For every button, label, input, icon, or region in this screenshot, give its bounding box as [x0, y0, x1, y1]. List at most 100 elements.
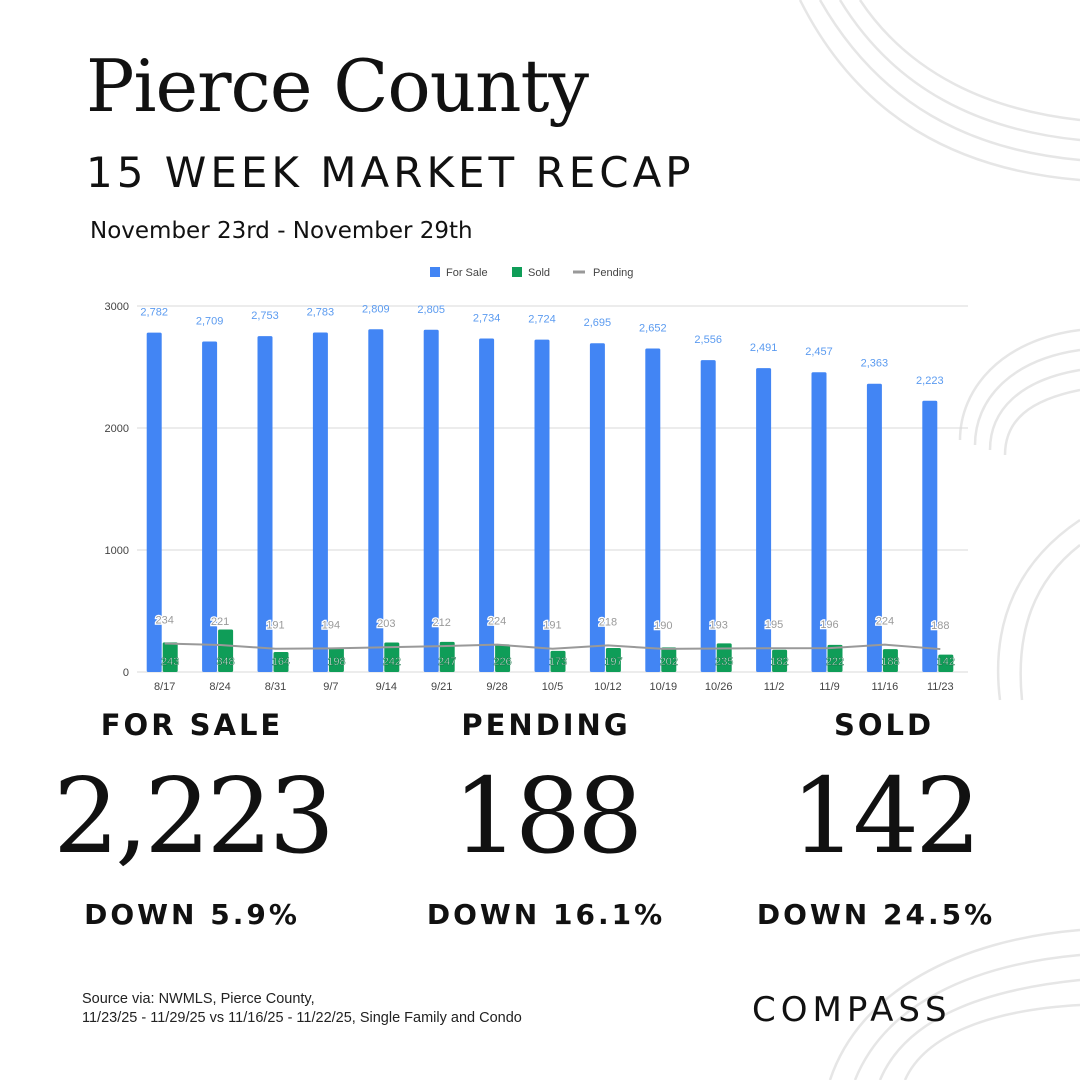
bar-for-sale: [589, 343, 605, 672]
data-label-sold: 222: [826, 656, 844, 668]
data-label-sold: 226: [493, 656, 511, 668]
for-sale-change: DOWN 5.9%: [84, 898, 300, 931]
pending-label: PENDING: [461, 708, 631, 742]
data-label-sold: 198: [327, 656, 345, 668]
data-label-for-sale: 2,782: [140, 307, 168, 319]
line-pending: [164, 642, 941, 651]
bar-for-sale: [811, 372, 827, 672]
data-label-for-sale: 2,734: [473, 312, 501, 324]
data-label-for-sale: 2,805: [417, 304, 445, 316]
for-sale-value: 2,223: [53, 755, 335, 877]
bar-for-sale: [202, 341, 218, 672]
page-title: Pierce County: [86, 44, 589, 128]
bar-sold: [605, 647, 621, 672]
bar-sold: [384, 642, 400, 672]
y-tick-label: 3000: [105, 301, 129, 313]
x-tick-label: 10/26: [705, 681, 733, 693]
page-subtitle: 15 WEEK MARKET RECAP: [86, 148, 695, 197]
x-tick-label: 8/31: [265, 681, 286, 693]
bar-sold: [218, 629, 234, 672]
x-tick-label: 9/7: [323, 681, 338, 693]
legend-swatch: [430, 267, 440, 277]
sold-change: DOWN 24.5%: [756, 898, 996, 931]
data-label-sold: 247: [438, 656, 456, 668]
bar-for-sale: [534, 339, 550, 672]
market-chart: 0 1000 2000 3000 For Sale Sold Pending 2,782 243…: [105, 267, 968, 693]
data-label-for-sale: 2,223: [916, 375, 944, 387]
bar-sold: [328, 647, 344, 672]
source-line-1: Source via: NWMLS, Pierce County,: [82, 991, 315, 1007]
x-tick-label: 11/16: [872, 681, 899, 693]
y-tick-label: 0: [123, 667, 129, 679]
legend-label: Sold: [528, 267, 550, 279]
data-label-pending: 234: [156, 614, 174, 626]
data-label-sold: 164: [272, 656, 290, 668]
data-label-sold: 348: [216, 656, 234, 668]
data-label-for-sale: 2,457: [805, 346, 833, 358]
bar-sold: [439, 641, 455, 672]
data-label-for-sale: 2,695: [584, 317, 612, 329]
data-label-sold: 173: [549, 656, 567, 668]
data-label-pending: 193: [710, 619, 728, 631]
bar-sold: [938, 654, 954, 672]
x-tick-label: 9/21: [431, 681, 452, 693]
bar-sold: [661, 647, 677, 672]
data-label-pending: 224: [876, 616, 894, 628]
data-label-for-sale: 2,709: [196, 316, 224, 328]
bar-sold: [716, 643, 732, 672]
data-label-for-sale: 2,363: [861, 358, 889, 370]
data-label-pending: 218: [599, 616, 617, 628]
data-label-sold: 242: [383, 656, 401, 668]
bar-for-sale: [423, 329, 439, 672]
bar-sold: [882, 649, 898, 672]
bar-sold: [273, 651, 289, 672]
x-tick-label: 10/12: [594, 681, 622, 693]
data-label-pending: 212: [433, 617, 451, 629]
bar-sold: [772, 649, 788, 672]
x-tick-label: 11/2: [764, 681, 785, 693]
x-tick-label: 11/9: [819, 681, 840, 693]
x-tick-label: 8/24: [209, 681, 230, 693]
source-note: Source via: NWMLS, Pierce County, 11/23/…: [82, 990, 522, 1028]
bar-for-sale: [312, 332, 328, 672]
data-label-pending: 196: [820, 619, 838, 631]
pending-value: 188: [452, 755, 644, 877]
x-tick-label: 10/5: [542, 681, 563, 693]
data-label-for-sale: 2,652: [639, 322, 667, 334]
y-tick-label: 1000: [105, 545, 129, 557]
compass-logo: COMPASS: [752, 990, 952, 1030]
bar-for-sale: [922, 400, 938, 672]
x-tick-label: 9/14: [376, 681, 397, 693]
x-tick-label: 10/19: [650, 681, 678, 693]
bar-sold: [495, 644, 511, 672]
data-label-for-sale: 2,724: [528, 314, 556, 326]
data-label-pending: 190: [654, 620, 672, 632]
data-label-for-sale: 2,753: [251, 310, 279, 322]
data-label-pending: 221: [211, 616, 229, 628]
data-label-pending: 188: [931, 620, 949, 632]
bar-for-sale: [479, 338, 495, 672]
data-label-sold: 197: [604, 656, 622, 668]
data-label-pending: 224: [488, 616, 506, 628]
bar-for-sale: [756, 368, 772, 672]
data-label-pending: 203: [377, 618, 395, 630]
bar-for-sale: [146, 332, 162, 672]
data-label-sold: 182: [770, 656, 788, 668]
data-label-for-sale: 2,491: [750, 342, 778, 354]
data-label-for-sale: 2,556: [694, 334, 722, 346]
x-tick-label: 8/17: [154, 681, 175, 693]
legend-label: Pending: [593, 267, 633, 279]
bar-sold: [162, 642, 178, 672]
data-label-for-sale: 2,809: [362, 303, 390, 315]
data-label-pending: 195: [765, 619, 783, 631]
sold-label: SOLD: [833, 708, 935, 742]
sold-value: 142: [790, 755, 982, 877]
date-range: November 23rd - November 29th: [90, 218, 473, 244]
data-label-pending: 191: [543, 620, 561, 632]
bar-for-sale: [368, 329, 384, 672]
data-label-sold: 202: [660, 656, 678, 668]
legend-label: For Sale: [446, 267, 488, 279]
data-label-pending: 194: [322, 619, 340, 631]
bar-for-sale: [257, 336, 273, 672]
legend-swatch: [512, 267, 522, 277]
